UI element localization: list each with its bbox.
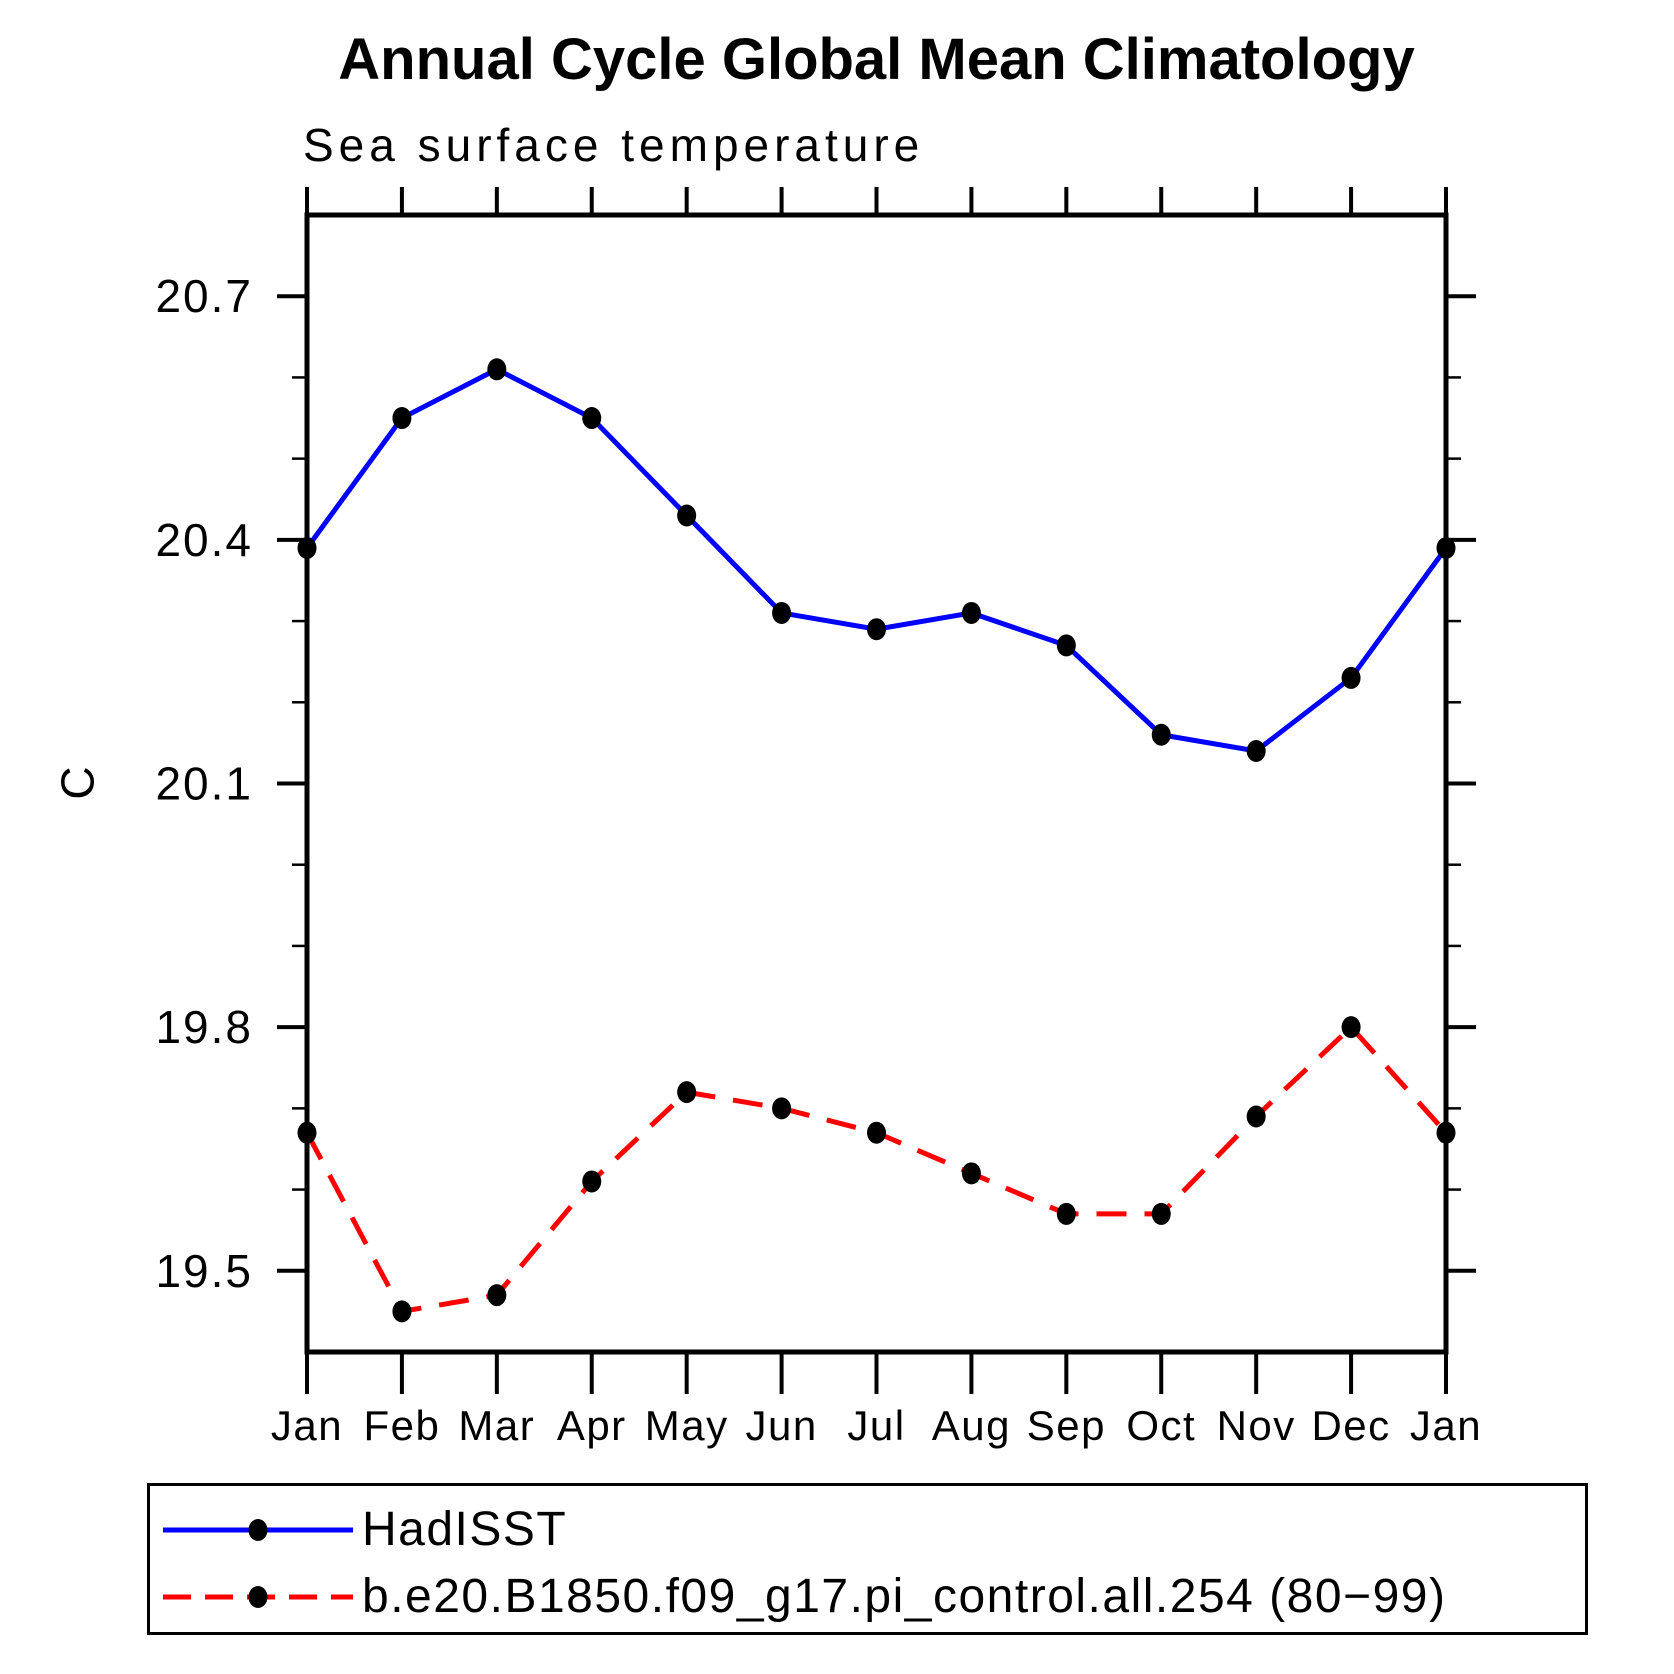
data-point-marker [1151, 723, 1171, 746]
data-point-marker [297, 536, 317, 559]
data-point-marker [1341, 1016, 1361, 1039]
data-point-marker [772, 601, 792, 624]
data-point-marker [867, 618, 886, 641]
data-point-marker [392, 407, 412, 430]
x-axis-tick-label: Mar [458, 1402, 535, 1449]
y-axis-tick-label: 19.5 [155, 1245, 253, 1297]
data-point-marker [867, 1121, 886, 1144]
x-axis-tick-label: Apr [557, 1402, 627, 1449]
data-point-marker [1341, 666, 1361, 689]
data-point-marker [1246, 1105, 1266, 1128]
x-axis-tick-label: Jun [745, 1402, 817, 1449]
x-axis-tick-label: Jul [847, 1402, 905, 1449]
y-axis-tick-label: 20.4 [155, 514, 253, 566]
data-point-marker [1436, 536, 1456, 559]
legend-label: b.e20.B1850.f09_g17.pi_control.all.254 (… [362, 1570, 1447, 1623]
data-point-marker [677, 504, 697, 527]
legend-line-sample-dashed-icon [163, 1586, 353, 1608]
x-axis-tick-label: Jan [1410, 1402, 1482, 1449]
data-point-marker [677, 1081, 697, 1104]
legend-item-hadisst: HadISST [160, 1506, 567, 1554]
x-axis-tick-label: Nov [1217, 1402, 1296, 1449]
x-axis-tick-label: Feb [363, 1402, 440, 1449]
series-line-b-e20-b1850-f09-g17-pi-c [304, 1023, 1448, 1315]
data-point-marker [772, 1097, 792, 1120]
data-point-marker [1436, 1121, 1456, 1144]
x-axis-tick-label: Dec [1311, 1402, 1390, 1449]
x-axis-tick-label: Jan [271, 1402, 343, 1449]
legend-label: HadISST [362, 1503, 568, 1556]
data-point-marker [487, 1284, 507, 1307]
data-point-marker [1151, 1202, 1171, 1225]
data-point-marker [961, 601, 981, 624]
y-axis-tick-label: 19.8 [155, 1001, 253, 1053]
data-point-marker [487, 358, 507, 381]
data-point-marker [297, 1121, 317, 1144]
plot-box [304, 212, 1449, 1355]
y-axis-tick-label: 20.7 [155, 270, 253, 322]
chart-subtitle: Sea surface temperature [303, 119, 925, 171]
data-point-marker [1056, 634, 1076, 657]
data-point-marker [392, 1300, 412, 1323]
data-point-marker [1246, 740, 1266, 763]
legend: HadISST b.e20.B1850.f09_g17.pi_control.a… [147, 1483, 1588, 1635]
data-point-marker [1056, 1202, 1076, 1225]
y-axis-tick-label: 20.1 [155, 758, 253, 810]
data-point-marker [582, 407, 602, 430]
x-axis-tick-label: Sep [1027, 1402, 1106, 1449]
series-line-hadisst [304, 366, 1449, 754]
legend-line-sample-solid-icon [163, 1519, 353, 1541]
legend-item-model: b.e20.B1850.f09_g17.pi_control.all.254 (… [160, 1573, 1446, 1621]
data-point-marker [582, 1170, 602, 1193]
x-axis-tick-label: May [645, 1402, 729, 1449]
chart-title: Annual Cycle Global Mean Climatology [338, 27, 1415, 92]
x-axis-tick-label: Oct [1126, 1402, 1196, 1449]
x-axis-tick-label: Aug [932, 1402, 1011, 1449]
data-point-marker [961, 1162, 981, 1185]
